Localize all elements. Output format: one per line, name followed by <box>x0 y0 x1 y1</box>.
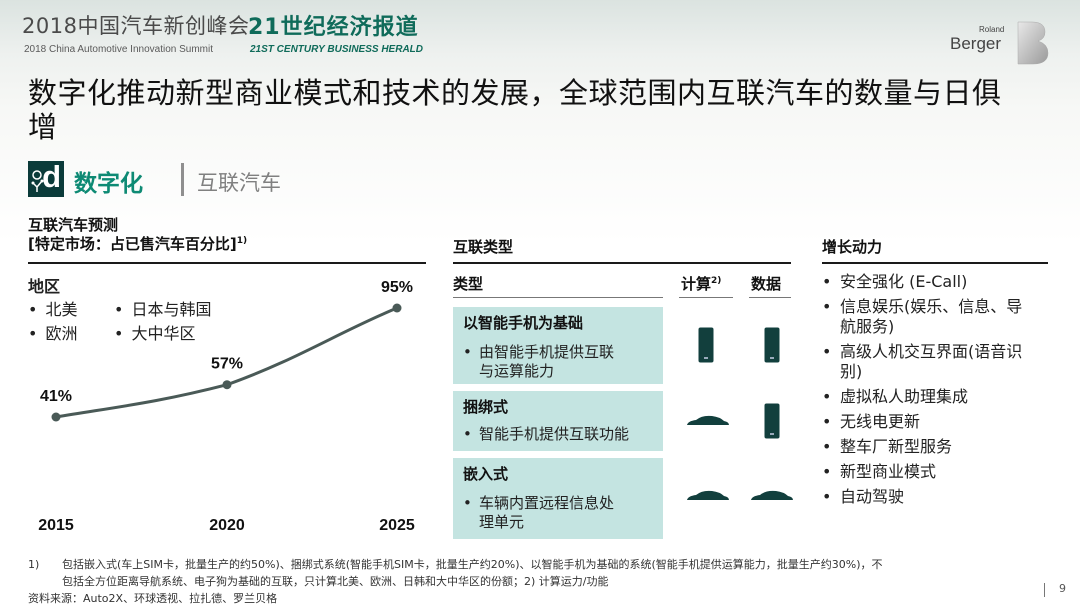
type-title: 嵌入式 <box>463 465 509 483</box>
type-box-smartphone: 以智能手机为基础 • 由智能手机提供互联 与运算能力 <box>453 307 663 384</box>
smartphone-icon <box>698 327 714 363</box>
type-box-embedded: 嵌入式 • 车辆内置远程信息处 理单元 <box>453 458 663 539</box>
digital-d-icon: d <box>28 159 64 197</box>
region-item: 北美 <box>28 296 77 320</box>
growth-rule <box>822 262 1048 264</box>
growth-item-cont: 航服务) <box>840 317 895 336</box>
region-item: 欧洲 <box>28 320 77 344</box>
car-icon <box>687 490 729 500</box>
x-tick-label: 2020 <box>209 517 245 534</box>
type-title: 以智能手机为基础 <box>463 314 584 332</box>
region-item: 日本与韩国 <box>114 296 211 320</box>
section-subtitle: 互联汽车 <box>197 171 281 195</box>
connected-car-forecast-chart: 41% 2015 57% 2020 95% 2025 <box>38 279 415 534</box>
roland-berger-logo-roland: Roland <box>979 25 1005 34</box>
growth-item-cont: 别) <box>840 362 863 381</box>
growth-item: • 整车厂新型服务 <box>822 437 953 456</box>
growth-list: • 安全强化 (E-Call) • 信息娱乐(娱乐、信息、导 航服务) • 高级人机交… <box>822 272 1048 507</box>
growth-item: • 虚拟私人助理集成 <box>822 387 969 406</box>
type-box-tethered: 捆绑式 • 智能手机提供互联功能 <box>453 391 663 451</box>
region-item: 大中华区 <box>114 320 195 344</box>
section-icon-letter: d <box>42 159 61 194</box>
x-tick-label: 2025 <box>379 517 415 534</box>
col-type-underline <box>453 297 663 298</box>
type-desc: • 车辆内置远程信息处 理单元 <box>463 494 615 531</box>
growth-item: • 信息娱乐(娱乐、信息、导 <box>822 297 1023 316</box>
data-label: 57% <box>211 356 243 373</box>
region-label: 地区 <box>28 277 61 296</box>
footnote-ref-1: 1) <box>236 236 248 246</box>
page-number: 9 <box>1059 582 1066 595</box>
data-point <box>392 303 402 313</box>
slide-title: 数字化推动新型商业模式和技术的发展，全球范围内互联汽车的数量与日俱增 <box>28 76 1002 144</box>
x-tick-label: 2015 <box>38 517 74 534</box>
forecast-subheading-text: [特定市场：占已售汽车百分比] <box>28 235 237 253</box>
herald-logo-en: 21ST CENTURY BUSINESS HERALD <box>250 44 423 55</box>
col-compute-header: 计算2) <box>681 273 721 294</box>
growth-item: • 高级人机交互界面(语音识 <box>822 342 1023 361</box>
car-icon <box>687 415 729 425</box>
footnote-1-line2: 包括全方位距离导航系统、电子狗为基础的互联，只计算北美、欧洲、日韩和大中华区的份… <box>62 575 609 588</box>
type-desc: • 智能手机提供互联功能 <box>463 425 630 443</box>
footnote-label-1: 1) <box>28 558 40 571</box>
col-compute-underline <box>679 297 733 298</box>
footnote-1-line1: 包括嵌入式(车上SIM卡，批量生产的约50%)、捆绑式系统(智能手机SIM卡，批… <box>62 558 883 571</box>
source-note: 资料来源：Auto2X、环球透视、拉扎德、罗兰贝格 <box>28 592 278 605</box>
type-title: 捆绑式 <box>463 398 509 416</box>
forecast-rule <box>28 262 426 264</box>
forecast-subheading: [特定市场：占已售汽车百分比]1) <box>28 233 247 254</box>
growth-item: • 自动驾驶 <box>822 487 905 506</box>
smartphone-icon <box>764 327 780 363</box>
type-desc: • 由智能手机提供互联 与运算能力 <box>463 343 615 380</box>
data-point <box>51 412 61 422</box>
col-compute-label: 计算 <box>681 275 712 293</box>
growth-item: • 无线电更新 <box>822 412 921 431</box>
col-type-header: 类型 <box>453 275 484 293</box>
types-rule <box>453 262 791 264</box>
summit-subtitle: 2018 China Automotive Innovation Summit <box>24 44 213 55</box>
col-data-header: 数据 <box>751 275 782 293</box>
forecast-heading: 互联汽车预测 <box>28 216 119 234</box>
section-divider <box>181 163 184 196</box>
data-label: 95% <box>381 279 413 296</box>
growth-item: • 安全强化 (E-Call) <box>822 272 968 291</box>
car-icon <box>751 490 793 500</box>
col-data-underline <box>749 297 791 298</box>
footnote-ref-2: 2) <box>711 276 722 286</box>
growth-heading: 增长动力 <box>822 238 883 256</box>
herald-logo-cn: 21世纪经济报道 <box>248 15 419 40</box>
data-label: 41% <box>40 388 72 405</box>
types-heading: 互联类型 <box>453 238 514 256</box>
section-title: 数字化 <box>74 171 143 197</box>
data-point <box>222 380 232 390</box>
growth-item: • 新型商业模式 <box>822 462 937 481</box>
summit-title: 2018中国汽车新创峰会 <box>22 14 250 38</box>
roland-berger-b-icon <box>1017 21 1049 65</box>
page-number-divider <box>1044 583 1045 597</box>
gear-circuit-icon <box>31 170 44 192</box>
smartphone-icon <box>764 403 780 439</box>
roland-berger-logo-berger: Berger <box>950 34 1002 53</box>
